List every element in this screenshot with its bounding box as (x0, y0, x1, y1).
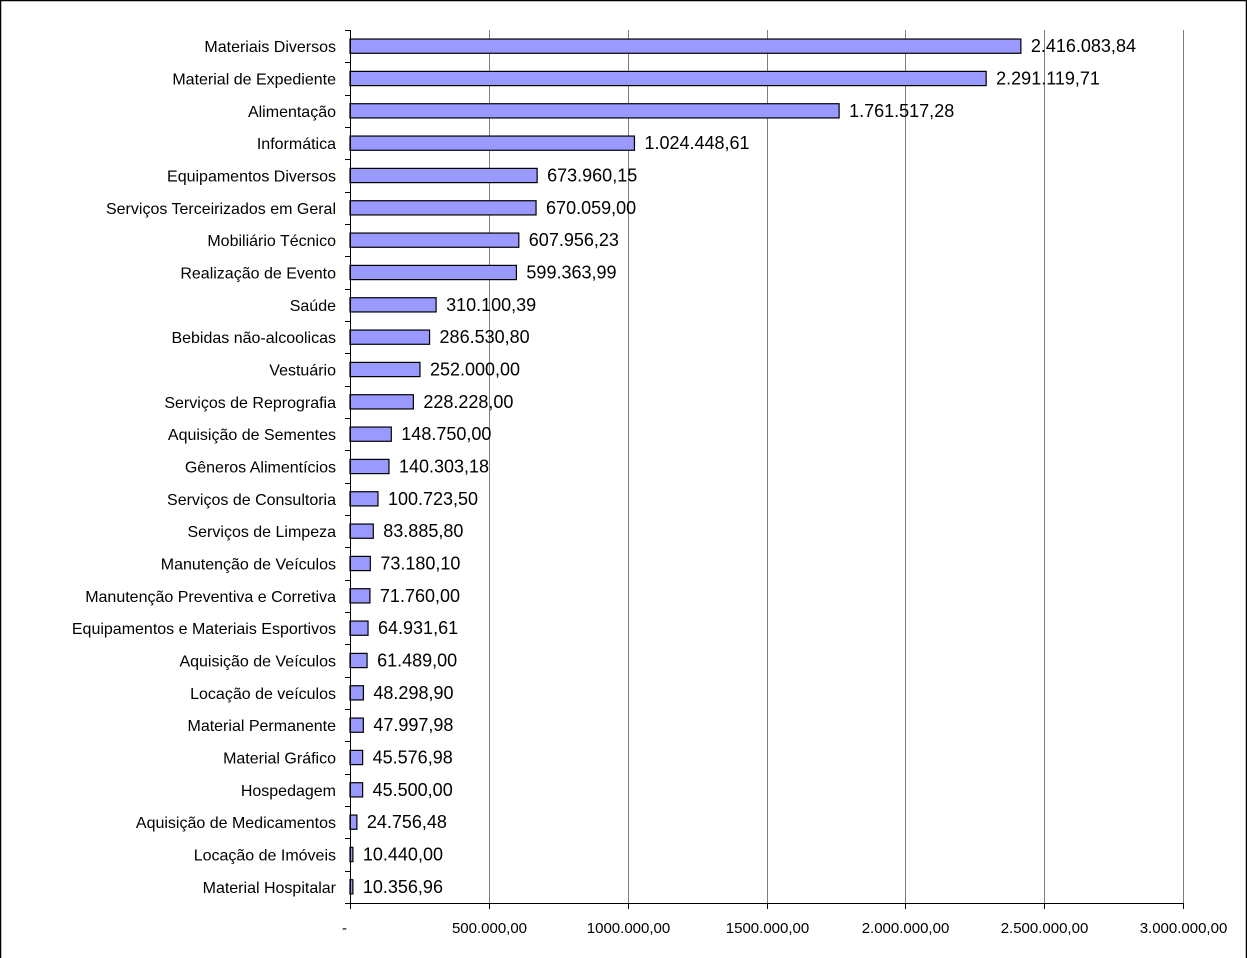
data-label: 1.761.517,28 (849, 101, 954, 121)
bar-21 (349, 685, 365, 701)
bar-8 (349, 264, 518, 281)
data-label: 24.756,48 (367, 812, 447, 832)
bar-1 (349, 38, 1022, 54)
bar-12 (349, 394, 414, 410)
x-tick-label: 3.000.000,00 (1140, 920, 1228, 937)
category-label: Gêneros Alimentícios (185, 460, 336, 477)
x-tick-label: 2.500.000,00 (1001, 920, 1089, 937)
data-label: 45.576,98 (373, 748, 453, 768)
bar-6 (349, 200, 537, 216)
data-label: 670.059,00 (546, 198, 636, 218)
data-label: 61.489,00 (377, 651, 457, 671)
category-label: Realização de Evento (180, 266, 336, 283)
bar-23 (349, 749, 364, 766)
x-tick-label: 1000.000,00 (587, 920, 670, 937)
data-label: 45.500,00 (373, 780, 453, 800)
category-label: Manutenção Preventiva e Corretiva (85, 589, 336, 606)
bar-22 (349, 717, 364, 733)
data-label: 310.100,39 (446, 295, 536, 315)
category-label: Saúde (290, 298, 336, 315)
bar-17 (349, 555, 371, 572)
bar-18 (349, 588, 371, 604)
bar-11 (349, 361, 421, 378)
data-label: 140.303,18 (399, 457, 489, 477)
category-label: Hospedagem (241, 783, 336, 800)
category-label: Serviços Terceirizados em Geral (106, 201, 336, 218)
data-label: 10.356,96 (363, 877, 443, 897)
category-label: Informática (257, 136, 336, 153)
bar-2 (349, 70, 987, 87)
bar-10 (349, 329, 431, 345)
bar-7 (349, 232, 520, 248)
category-label: Vestuário (269, 363, 336, 380)
bar-13 (349, 426, 392, 442)
category-label: Locação de veículos (190, 686, 336, 703)
category-label: Mobiliário Técnico (207, 233, 336, 250)
x-tick-label: - (342, 920, 347, 937)
category-label: Locação de Imóveis (194, 848, 336, 865)
data-label: 148.750,00 (401, 424, 491, 444)
data-label: 71.760,00 (380, 586, 460, 606)
bar-16 (349, 523, 374, 539)
x-tick-label: 1500.000,00 (726, 920, 809, 937)
data-label: 48.298,90 (373, 683, 453, 703)
category-label: Manutenção de Veículos (161, 557, 336, 574)
bar-25 (349, 814, 358, 830)
category-label: Equipamentos e Materiais Esportivos (72, 621, 336, 638)
bar-24 (349, 782, 364, 798)
category-label: Equipamentos Diversos (167, 169, 336, 186)
data-label: 252.000,00 (430, 360, 520, 380)
data-label: 64.931,61 (378, 618, 458, 638)
category-label: Alimentação (248, 104, 336, 121)
bar-5 (349, 167, 538, 184)
data-label: 2.416.083,84 (1031, 36, 1136, 56)
data-label: 228.228,00 (423, 392, 513, 412)
category-label: Materiais Diversos (204, 39, 336, 56)
category-label: Bebidas não-alcoolicas (171, 330, 336, 347)
x-tick-label: 2.000.000,00 (862, 920, 950, 937)
category-label: Material de Expediente (172, 72, 336, 89)
category-label: Serviços de Consultoria (167, 492, 336, 509)
bar-19 (349, 620, 369, 636)
data-label: 2.291.119,71 (996, 69, 1100, 89)
x-tick-label: 500.000,00 (452, 920, 527, 937)
bar-9 (349, 297, 437, 313)
data-label: 607.956,23 (529, 230, 619, 250)
bar-20 (349, 652, 368, 669)
category-label: Serviços de Limpeza (187, 524, 336, 541)
category-label: Material Hospitalar (203, 880, 337, 897)
category-label: Aquisição de Veículos (179, 654, 336, 671)
bar-4 (349, 135, 636, 151)
data-label: 83.885,80 (383, 521, 463, 541)
data-label: 286.530,80 (440, 327, 530, 347)
data-label: 599.363,99 (526, 263, 616, 283)
data-label: 100.723,50 (388, 489, 478, 509)
category-label: Material Gráfico (223, 751, 336, 768)
data-label: 10.440,00 (363, 845, 443, 865)
category-label: Aquisição de Medicamentos (136, 815, 336, 832)
category-label: Serviços de Reprografia (164, 395, 336, 412)
data-label: 1.024.448,61 (644, 133, 749, 153)
data-label: 673.960,15 (547, 166, 637, 186)
category-label: Material Permanente (187, 718, 336, 735)
bar-14 (349, 458, 390, 475)
data-label: 73.180,10 (380, 554, 460, 574)
bar-3 (349, 103, 840, 119)
category-label: Aquisição de Sementes (168, 427, 336, 444)
data-label: 47.997,98 (373, 715, 453, 735)
bar-15 (349, 491, 379, 507)
